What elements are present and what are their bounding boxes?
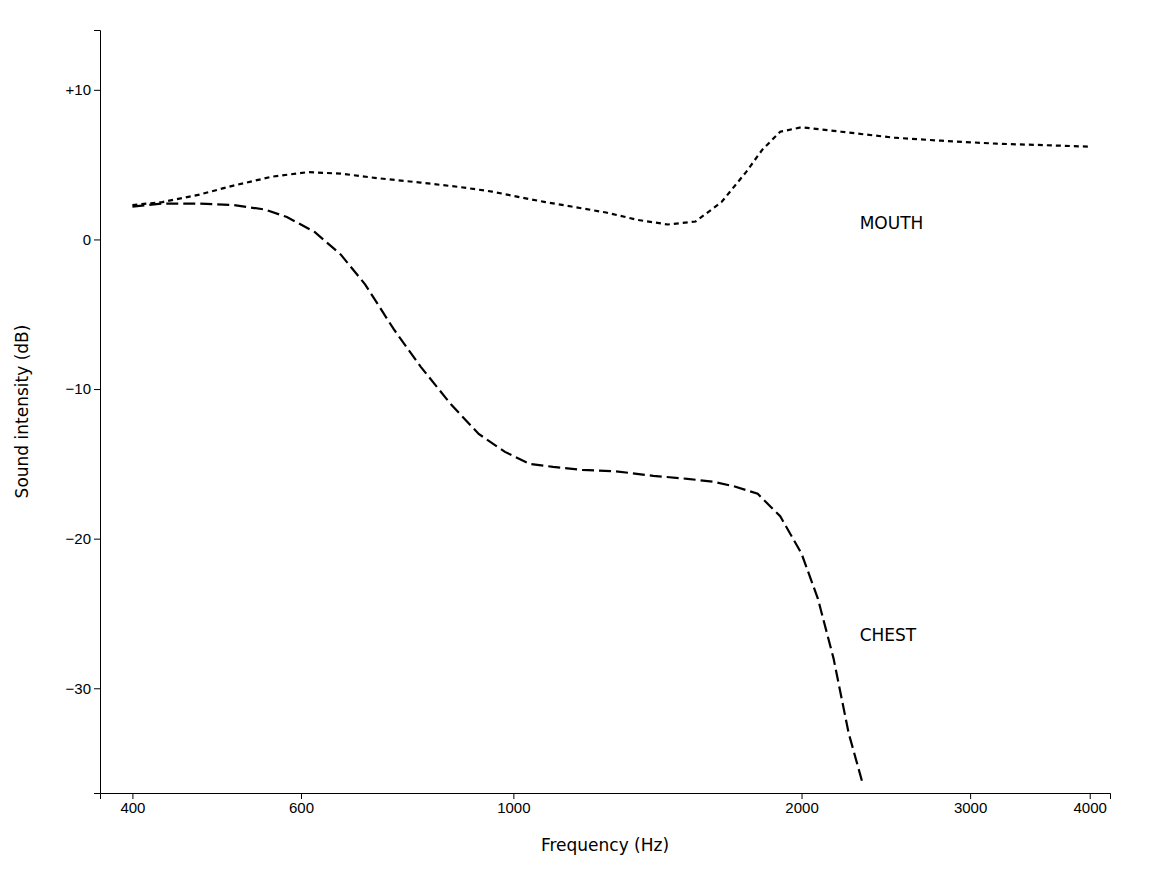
chart: 400 600 1000 2000 3000 4000 +10 0 −10 −20 −30 MOUTH… — [0, 0, 1150, 873]
tick: 4000 — [1074, 793, 1107, 816]
line — [132, 127, 1089, 224]
tick-label: +10 — [66, 81, 91, 98]
tick: 400 — [120, 793, 145, 816]
tick: 0 — [83, 231, 100, 248]
tick-mark — [94, 688, 100, 689]
tick-label: 600 — [289, 799, 314, 816]
annotation: CHEST — [860, 625, 917, 645]
annotation: MOUTH — [860, 213, 924, 233]
tick-mark — [94, 539, 100, 540]
tick: 1000 — [497, 793, 530, 816]
tick-label: 400 — [120, 799, 145, 816]
tick: −30 — [66, 680, 100, 697]
tick: −20 — [66, 530, 100, 547]
axis-line — [94, 31, 101, 794]
tick-mark — [94, 239, 100, 240]
tick-label: 3000 — [954, 799, 987, 816]
plot-area: 400 600 1000 2000 3000 4000 +10 0 −10 −20 −30 MOUTH… — [66, 31, 1111, 816]
tick-label: 2000 — [785, 799, 818, 816]
tick-mark — [94, 90, 100, 91]
annotations: MOUTH CHEST — [860, 213, 924, 644]
tick: 600 — [289, 793, 314, 816]
tick-label: 4000 — [1074, 799, 1107, 816]
line — [132, 204, 863, 786]
y-axis-title: Sound intensity (dB) — [12, 325, 32, 499]
tick: 3000 — [954, 793, 987, 816]
tick: 2000 — [785, 793, 818, 816]
y-axis: +10 0 −10 −20 −30 — [66, 31, 101, 794]
tick-label: −10 — [66, 380, 91, 397]
x-axis-title: Frequency (Hz) — [541, 835, 669, 855]
tick-label: −30 — [66, 680, 91, 697]
tick-label: −20 — [66, 530, 91, 547]
tick: −10 — [66, 380, 100, 397]
lines — [132, 127, 1089, 785]
x-axis: 400 600 1000 2000 3000 4000 — [101, 793, 1111, 816]
tick-label: 0 — [83, 231, 91, 248]
tick-mark — [94, 389, 100, 390]
tick-label: 1000 — [497, 799, 530, 816]
tick: +10 — [66, 81, 100, 98]
